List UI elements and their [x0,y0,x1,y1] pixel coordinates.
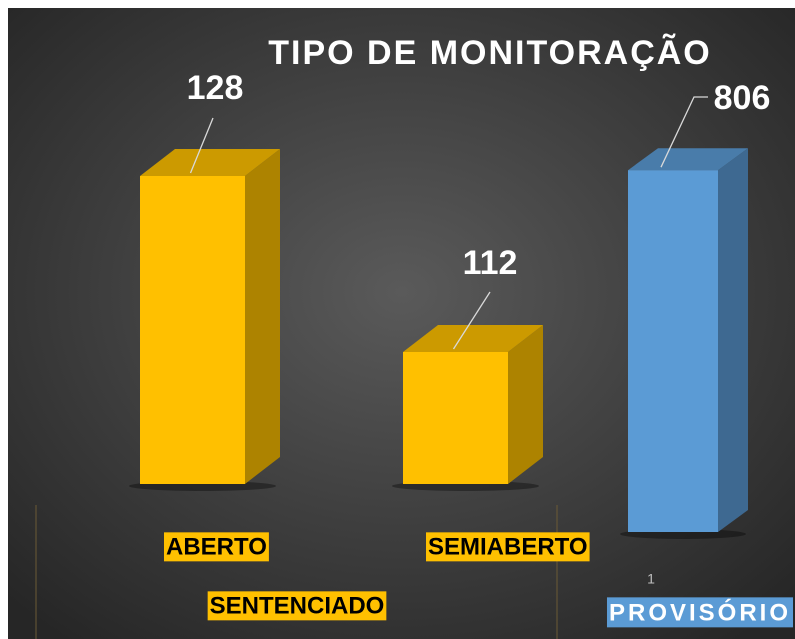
value-label: 112 [463,244,518,282]
bar-top [403,325,543,352]
value-label: 128 [187,69,244,107]
label-background [164,532,269,562]
label-background [426,532,590,562]
leader-line [660,96,708,168]
leader-line [452,291,491,350]
leader-line [189,117,214,174]
x-tick-label: ABERTO [166,533,267,560]
label-background [207,591,387,621]
x-tick-label: SEMIABERTO [428,533,588,560]
value-label: 806 [714,79,771,117]
group-label: SENTENCIADO [210,592,385,619]
x-tick-label: 1 [647,571,655,587]
chart-title: TIPO DE MONITORAÇÃO [268,34,712,72]
bar-top [628,148,748,171]
bar [628,170,718,532]
bar-side [718,148,748,532]
group-label: PROVISÓRIO [609,598,791,626]
bar [140,176,245,484]
bar [403,352,508,484]
bar-side [508,325,543,484]
bar-side [245,149,280,484]
label-background [606,597,794,628]
bar-top [140,149,280,176]
